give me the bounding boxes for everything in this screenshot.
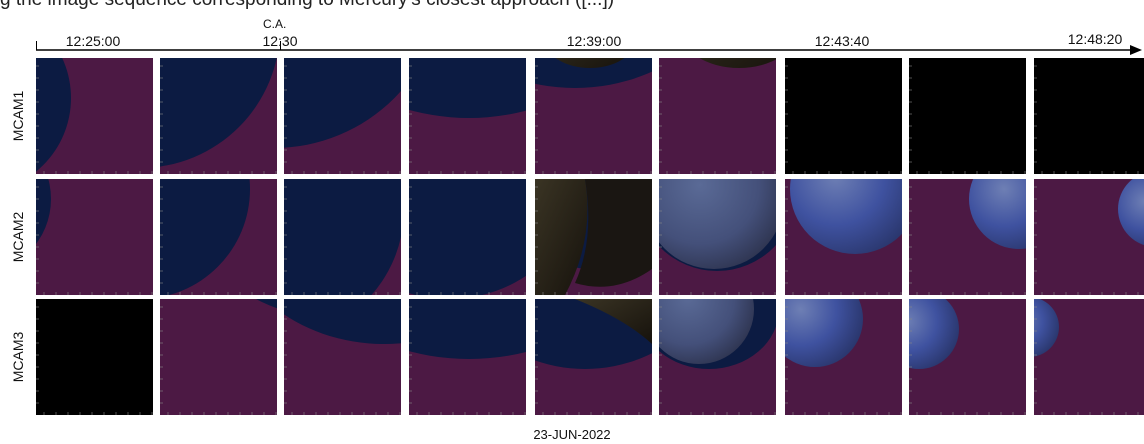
image-panel-mcam1-2	[160, 58, 277, 174]
image-panel-mcam3-5	[535, 299, 652, 415]
image-panel-mcam1-1	[36, 58, 153, 174]
row-label-mcam1: MCAM1	[10, 90, 26, 142]
timeline-tick	[36, 41, 37, 50]
image-panel-mcam3-1	[36, 299, 153, 415]
image-panel-mcam3-6	[659, 299, 776, 415]
image-panel-mcam1-3	[284, 58, 401, 174]
image-panel-mcam1-7	[785, 58, 902, 174]
image-panel-mcam1-6	[659, 58, 776, 174]
image-panel-mcam2-2	[160, 179, 277, 295]
image-panel-mcam3-9	[1034, 299, 1144, 415]
closest-approach-label: C.A.	[263, 17, 287, 31]
image-panel-mcam2-3	[284, 179, 401, 295]
image-panel-mcam1-9	[1034, 58, 1144, 174]
image-panel-mcam3-4	[409, 299, 526, 415]
image-panel-mcam2-9	[1034, 179, 1144, 295]
image-panel-mcam3-2	[160, 299, 277, 415]
image-panel-mcam1-4	[409, 58, 526, 174]
image-panel-mcam1-5	[535, 58, 652, 174]
image-panel-mcam2-6	[659, 179, 776, 295]
caption-fragment: g the image sequence corresponding to Me…	[0, 0, 1144, 9]
time-label-4: 12:43:40	[814, 33, 870, 49]
image-panel-mcam1-8	[909, 58, 1026, 174]
image-panel-mcam3-3	[284, 299, 401, 415]
timeline-tick	[280, 41, 281, 50]
image-panel-mcam2-4	[409, 179, 526, 295]
image-panel-mcam2-5	[535, 179, 652, 295]
timeline: 12:25:00 C.A. 12:30 12:39:00 12:43:40 12…	[0, 0, 1144, 60]
date-label: 23-JUN-2022	[533, 427, 611, 442]
image-panel-mcam3-8	[909, 299, 1026, 415]
image-panel-mcam2-1	[36, 179, 153, 295]
timeline-arrow	[36, 45, 1142, 55]
time-label-2: 12:30	[262, 33, 298, 49]
image-panel-mcam3-7	[785, 299, 902, 415]
image-panel-mcam2-8	[909, 179, 1026, 295]
time-label-5: 12:48:20	[1067, 31, 1123, 47]
image-panel-mcam2-7	[785, 179, 902, 295]
row-label-mcam2: MCAM2	[10, 211, 26, 263]
row-label-mcam3: MCAM3	[10, 331, 26, 383]
time-label-3: 12:39:00	[566, 33, 622, 49]
time-label-1: 12:25:00	[65, 33, 121, 49]
